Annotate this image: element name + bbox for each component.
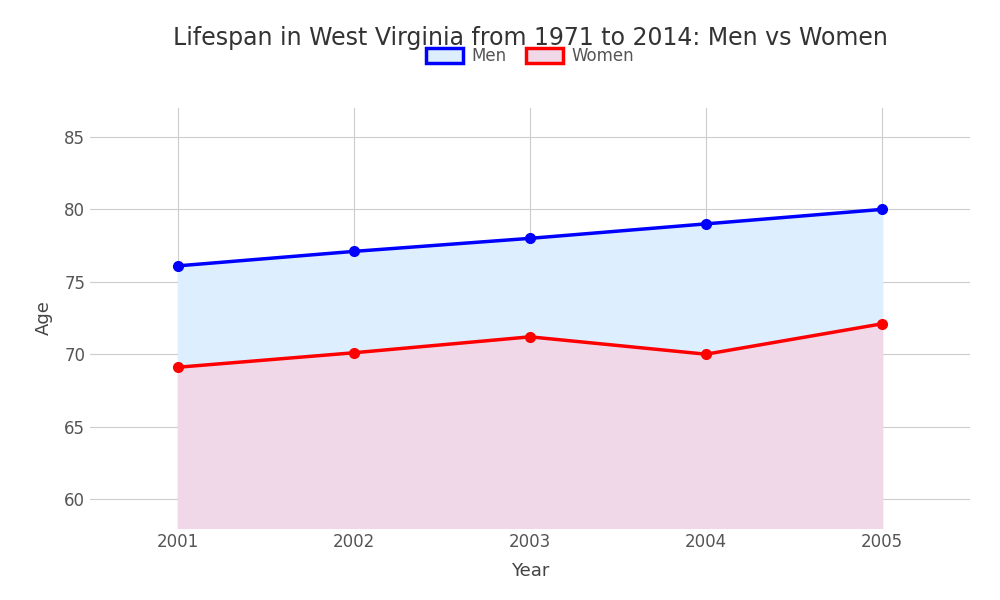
Legend: Men, Women: Men, Women <box>419 41 641 72</box>
Title: Lifespan in West Virginia from 1971 to 2014: Men vs Women: Lifespan in West Virginia from 1971 to 2… <box>173 26 887 50</box>
X-axis label: Year: Year <box>511 562 549 580</box>
Y-axis label: Age: Age <box>35 301 53 335</box>
